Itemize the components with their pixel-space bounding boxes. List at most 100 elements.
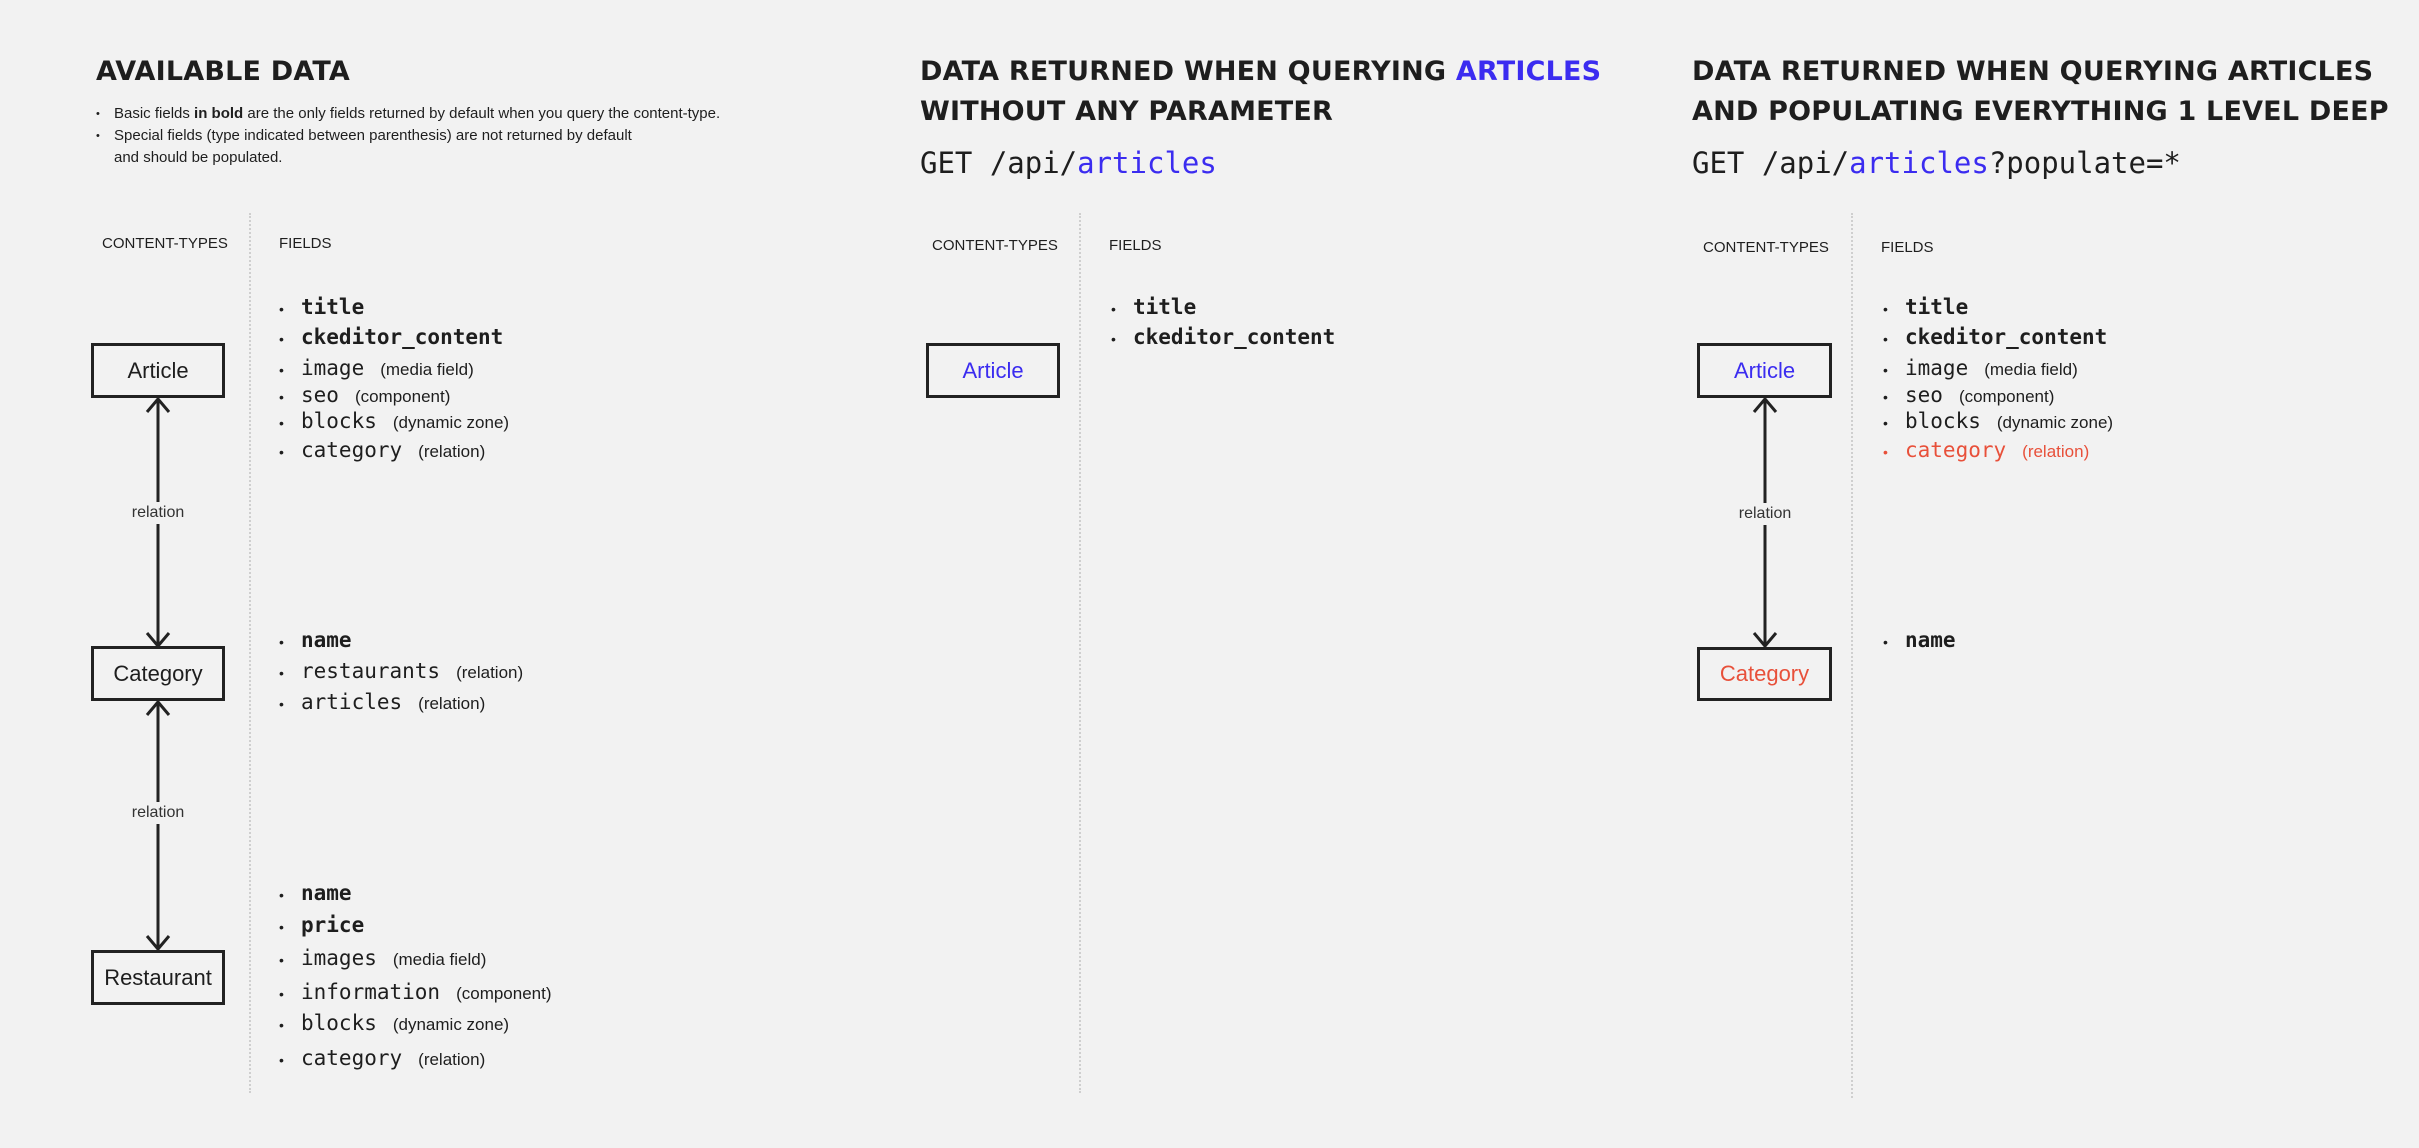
field-item: • information (component) <box>279 980 552 1004</box>
field-item: • images (media field) <box>279 946 486 970</box>
column-divider <box>249 213 251 1093</box>
title-text: AND POPULATING EVERYTHING 1 LEVEL DEEP <box>1692 96 2389 127</box>
field-item: • title <box>1883 295 1968 319</box>
field-item: • name <box>279 881 352 905</box>
bullet-icon: • <box>279 887 284 903</box>
note-text: Special fields (type indicated between p… <box>114 127 632 144</box>
field-item: • ckeditor_content <box>1111 325 1335 349</box>
note-bold-text: in bold <box>194 105 244 122</box>
get-request: GET /api/articles?populate=* <box>1692 146 2181 180</box>
bullet-icon: • <box>279 415 284 431</box>
legend-notes: Basic fields in bold are the only fields… <box>96 103 720 169</box>
relation-arrows <box>145 397 171 952</box>
field-type: (dynamic zone) <box>392 413 510 432</box>
bullet-icon: • <box>279 362 284 378</box>
bullet-icon: • <box>1883 415 1888 431</box>
arrow-head-icon <box>145 397 171 413</box>
bullet-icon: • <box>1883 634 1888 650</box>
content-types-header: CONTENT-TYPES <box>932 237 1058 254</box>
field-type: (component) <box>1958 387 2055 406</box>
bullet-icon: • <box>279 952 284 968</box>
column-divider <box>1079 213 1081 1093</box>
arrow-head-icon <box>145 935 171 952</box>
request-query: ?populate=* <box>1988 146 2181 180</box>
bullet-icon: • <box>1883 389 1888 405</box>
field-item: • title <box>1111 295 1196 319</box>
field-name: image <box>1905 356 1969 380</box>
field-type: (media field) <box>392 950 487 969</box>
field-type: (dynamic zone) <box>1996 413 2114 432</box>
field-name: ckeditor_content <box>301 325 504 349</box>
field-name: information <box>301 980 441 1004</box>
request-path: GET /api/ <box>920 146 1078 180</box>
field-item: • title <box>279 295 364 319</box>
type-box-category: Category <box>1697 647 1832 701</box>
field-name: restaurants <box>301 659 441 683</box>
bullet-icon: • <box>279 665 284 681</box>
field-name: title <box>1133 295 1197 319</box>
bullet-icon: • <box>279 444 284 460</box>
field-name: images <box>301 946 377 970</box>
bullet-icon: • <box>279 389 284 405</box>
bullet-icon: • <box>279 696 284 712</box>
field-item: • name <box>279 628 352 652</box>
field-type: (relation) <box>418 694 486 713</box>
field-name: name <box>301 628 352 652</box>
field-name: blocks <box>301 409 377 433</box>
query-articles-title: DATA RETURNED WHEN QUERYING ARTICLES WIT… <box>920 52 1601 132</box>
field-type: (relation) <box>2022 442 2090 461</box>
arrow-head-icon <box>1752 632 1778 649</box>
field-item: • seo (component) <box>1883 383 2054 407</box>
field-type: (component) <box>456 984 552 1003</box>
field-name: seo <box>301 383 339 407</box>
bullet-icon: • <box>1883 362 1888 378</box>
bullet-icon: • <box>1111 301 1116 317</box>
field-name: category <box>301 438 403 462</box>
fields-header: FIELDS <box>1881 239 1934 256</box>
note-text: are the only fields returned by default … <box>243 105 721 122</box>
type-box-restaurant: Restaurant <box>91 950 225 1005</box>
field-item: • restaurants (relation) <box>279 659 523 683</box>
field-type: (media field) <box>380 360 474 379</box>
field-item: • category (relation) <box>1883 438 2089 462</box>
field-item: • category (relation) <box>279 1046 485 1070</box>
field-type: (media field) <box>1984 360 2078 379</box>
bullet-icon: • <box>279 1017 284 1033</box>
field-name: image <box>301 356 365 380</box>
arrow-head-icon <box>145 632 171 649</box>
content-types-header: CONTENT-TYPES <box>1703 239 1829 256</box>
field-name: ckeditor_content <box>1905 325 2108 349</box>
field-type: (relation) <box>418 442 486 461</box>
title-text: WITHOUT ANY PARAMETER <box>920 96 1334 127</box>
bullet-icon: • <box>1111 331 1116 347</box>
bullet-icon: • <box>1883 331 1888 347</box>
field-item: • seo (component) <box>279 383 450 407</box>
field-item: • image (media field) <box>1883 356 2078 380</box>
column-divider <box>1851 213 1853 1098</box>
fields-header: FIELDS <box>279 235 332 252</box>
get-request: GET /api/articles <box>920 146 1217 180</box>
bullet-icon: • <box>279 986 284 1002</box>
bullet-icon: • <box>279 634 284 650</box>
type-box-article: Article <box>91 343 225 398</box>
field-type: (dynamic zone) <box>392 1015 510 1034</box>
field-item: • ckeditor_content <box>1883 325 2107 349</box>
bullet-icon: • <box>1883 301 1888 317</box>
relation-label: relation <box>131 502 185 524</box>
request-resource: articles <box>1077 146 1217 180</box>
bullet-icon: • <box>279 331 284 347</box>
bullet-icon: • <box>279 1052 284 1068</box>
note-basic-fields: Basic fields in bold are the only fields… <box>96 103 720 125</box>
note-text: and should be populated. <box>114 149 283 166</box>
fields-header: FIELDS <box>1109 237 1162 254</box>
relation-label: relation <box>131 802 185 824</box>
field-item: • articles (relation) <box>279 690 485 714</box>
content-types-header: CONTENT-TYPES <box>102 235 228 252</box>
bullet-icon: • <box>279 301 284 317</box>
field-name: category <box>1905 438 2007 462</box>
field-name: ckeditor_content <box>1133 325 1336 349</box>
relation-label: relation <box>1738 503 1792 525</box>
field-item: • ckeditor_content <box>279 325 503 349</box>
query-populate-title: DATA RETURNED WHEN QUERYING ARTICLES AND… <box>1692 52 2389 132</box>
note-special-fields: Special fields (type indicated between p… <box>96 125 720 169</box>
